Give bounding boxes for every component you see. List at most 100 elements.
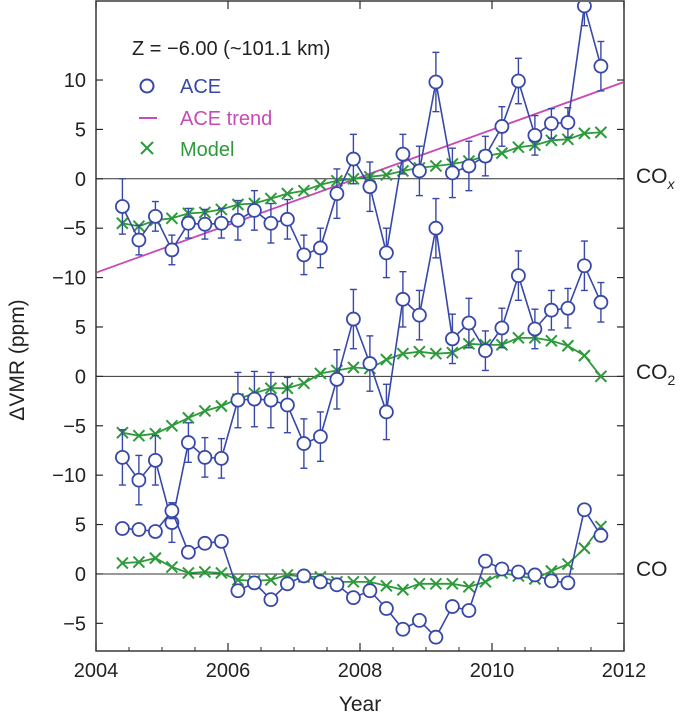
legend-model-label: Model (180, 139, 234, 161)
model-cross-stroke (116, 556, 129, 570)
model-cross-stroke (429, 347, 443, 360)
model-point-co (198, 565, 212, 579)
model-point-co (578, 542, 591, 555)
ace-point-cox (263, 215, 279, 231)
ace-point-cox (213, 215, 229, 231)
ace-point-co (444, 599, 460, 614)
ace-point-co (461, 603, 477, 618)
model-point-co (479, 575, 492, 589)
ace-point-co2 (131, 472, 147, 488)
model-cross-stroke (182, 411, 195, 425)
ace-point-co (312, 574, 328, 590)
panel-co (115, 502, 609, 645)
model-point-co2 (297, 377, 311, 390)
ace-point-co (362, 583, 378, 599)
model-line-cox (122, 131, 601, 228)
ace-point-co (263, 592, 279, 608)
model-point-co (116, 556, 129, 570)
model-point-cox (429, 159, 443, 173)
model-cross-stroke (561, 133, 575, 146)
ace-point-co (593, 528, 609, 543)
model-point-co2 (149, 427, 162, 440)
ace-point-co2 (428, 220, 444, 236)
legend-ace-label: ACE (180, 76, 221, 98)
ace-point-co2 (593, 294, 609, 310)
model-point-co (446, 577, 459, 591)
model-point-co (462, 580, 476, 593)
model-cross-stroke (149, 551, 162, 565)
series-layer (97, 2, 623, 645)
model-cross-stroke (347, 575, 360, 589)
x-tick-label: 2006 (206, 660, 251, 682)
ace-point-cox (362, 179, 378, 195)
ace-point-co (180, 544, 196, 560)
plot-frame (95, 0, 625, 652)
model-point-co2 (545, 334, 558, 348)
model-point-co (380, 579, 393, 593)
model-cross-stroke (578, 349, 591, 362)
model-point-co (413, 577, 426, 591)
model-cross-stroke (561, 339, 575, 352)
ace-point-co (511, 564, 526, 580)
ace-point-co2 (263, 392, 279, 408)
model-cross-stroke (215, 566, 228, 580)
model-cross-stroke (413, 577, 426, 591)
model-cross-stroke (380, 168, 393, 182)
ace-point-co2 (312, 429, 328, 445)
model-point-co2 (347, 361, 360, 374)
ace-point-cox (560, 115, 576, 130)
model-point-cox (512, 140, 525, 154)
ace-point-co (527, 567, 543, 583)
ace-point-co2 (296, 436, 312, 451)
ace-point-co2 (180, 435, 196, 450)
model-point-cox (380, 168, 393, 182)
model-cross-stroke (512, 331, 525, 345)
x-axis-title: Year (339, 693, 381, 716)
model-point-co (165, 560, 179, 574)
ace-point-cox (461, 158, 477, 174)
model-cross-stroke (594, 370, 608, 383)
ace-point-cox (411, 163, 427, 179)
ace-point-co (246, 575, 262, 591)
model-point-cox (297, 184, 311, 197)
model-cross-stroke (462, 580, 476, 593)
ace-point-co (477, 553, 493, 569)
model-point-co2 (198, 404, 212, 418)
y-axis-title: ΔVMR (ppm) (6, 299, 29, 420)
model-point-co2 (512, 331, 525, 345)
ace-point-cox (477, 148, 493, 164)
model-point-co (182, 566, 195, 580)
model-point-co2 (578, 349, 591, 362)
ace-point-cox (577, 2, 592, 14)
model-point-cox (314, 178, 327, 191)
x-tick-label: 2008 (338, 660, 383, 682)
legend-model-marker (140, 141, 154, 155)
ace-point-cox (511, 73, 526, 89)
ace-point-co2 (461, 315, 477, 331)
model-point-co (215, 566, 228, 580)
x-tick-label: 2010 (470, 660, 515, 682)
ace-point-co2 (411, 307, 427, 323)
ace-point-co2 (147, 452, 163, 468)
model-line-co (122, 525, 602, 591)
model-point-cox (594, 126, 608, 139)
ace-point-cox (378, 245, 394, 261)
model-point-cox (165, 212, 179, 225)
ace-point-cox (164, 242, 180, 258)
model-point-co2 (165, 419, 179, 432)
model-cross-stroke (396, 583, 410, 596)
model-cross-stroke (578, 127, 591, 140)
y-tick-label: 0 (75, 564, 86, 586)
panel-label-cox: COx (636, 165, 676, 192)
ace-point-co (279, 576, 295, 592)
ace-point-co2 (444, 331, 460, 347)
ace-point-co (131, 522, 147, 537)
ace-point-cox (296, 247, 312, 263)
model-point-co2 (380, 353, 393, 366)
ace-point-co (115, 521, 130, 536)
model-cross-stroke (380, 579, 393, 593)
model-cross-stroke (495, 146, 509, 160)
model-point-co2 (561, 339, 575, 352)
ace-point-cox (230, 212, 246, 228)
